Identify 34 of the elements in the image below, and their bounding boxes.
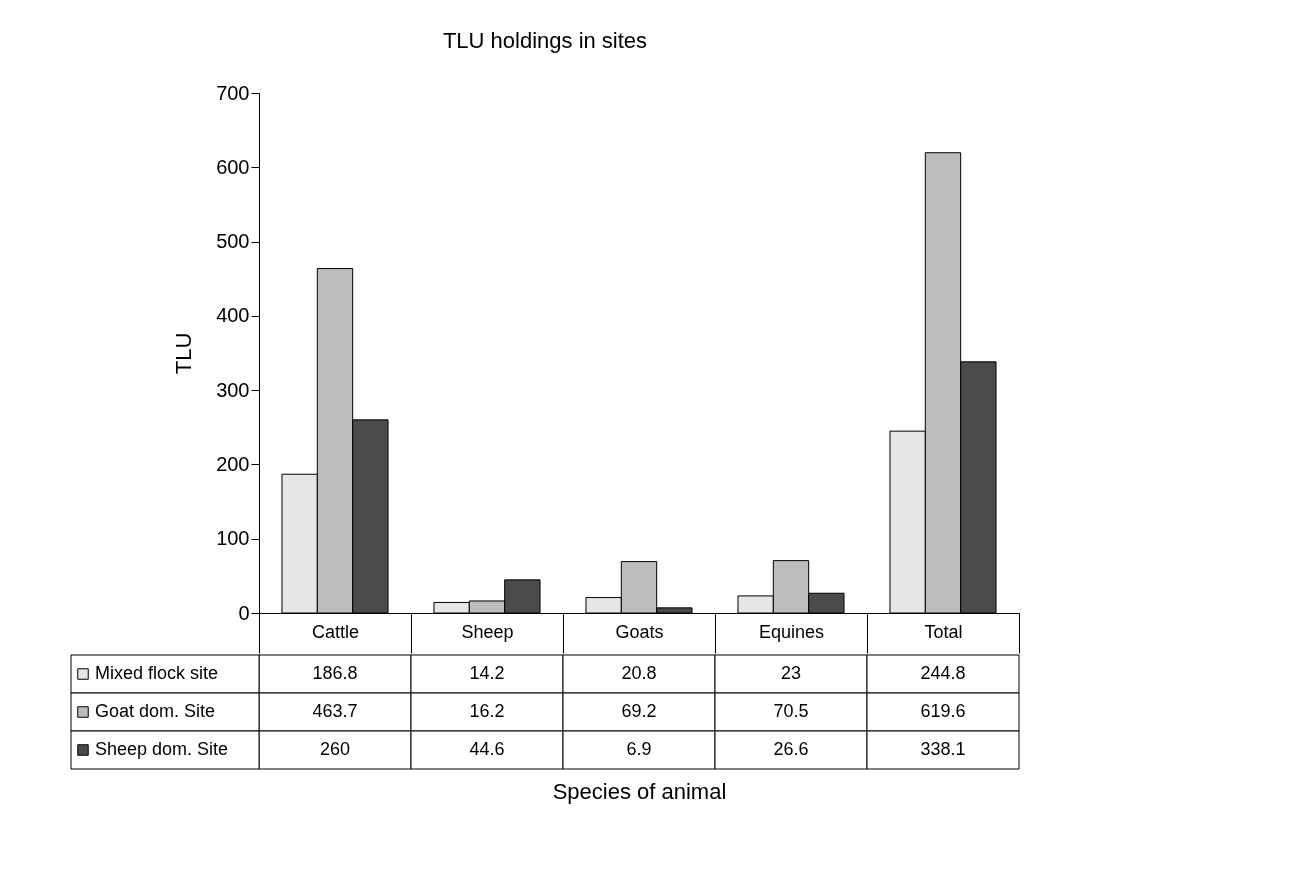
y-tick-label: 300 bbox=[216, 378, 250, 401]
data-label: 6.9 bbox=[626, 739, 652, 759]
legend-label: Sheep dom. Site bbox=[95, 739, 229, 759]
data-label: 244.8 bbox=[920, 663, 966, 683]
legend-label: Mixed flock site bbox=[95, 663, 219, 683]
y-axis-title: TLU bbox=[171, 332, 197, 375]
data-label: 619.6 bbox=[920, 701, 966, 721]
y-tick-label: 700 bbox=[216, 81, 250, 104]
x-tick-label: Equines bbox=[758, 621, 825, 642]
x-tick-label: Goats bbox=[615, 621, 664, 642]
data-label: 69.2 bbox=[621, 701, 657, 721]
y-tick-label: 200 bbox=[216, 452, 250, 475]
chart-title: TLU holdings in sites bbox=[442, 28, 648, 53]
x-tick-label: Sheep bbox=[461, 621, 514, 642]
data-label: 70.5 bbox=[773, 701, 809, 721]
text: Species of animal bbox=[552, 778, 727, 804]
data-label: 14.2 bbox=[469, 663, 505, 683]
data-label: 338.1 bbox=[920, 739, 966, 759]
y-tick-label: 500 bbox=[216, 230, 250, 253]
data-label: 16.2 bbox=[469, 701, 505, 721]
data-label: 23 bbox=[780, 663, 802, 683]
legend-label: Goat dom. Site bbox=[95, 701, 216, 721]
y-tick-label: 400 bbox=[216, 304, 250, 327]
x-tick-label: Total bbox=[924, 621, 963, 642]
y-tick-label: 100 bbox=[216, 527, 250, 550]
y-tick-label: 600 bbox=[216, 155, 250, 178]
x-tick-label: Cattle bbox=[311, 621, 360, 642]
data-label: 463.7 bbox=[312, 701, 358, 721]
y-tick-label: 0 bbox=[238, 601, 250, 624]
data-label: 260 bbox=[319, 739, 351, 759]
data-label: 186.8 bbox=[312, 663, 358, 683]
data-label: 26.6 bbox=[773, 739, 809, 759]
data-label: 20.8 bbox=[621, 663, 657, 683]
data-label: 44.6 bbox=[469, 739, 505, 759]
